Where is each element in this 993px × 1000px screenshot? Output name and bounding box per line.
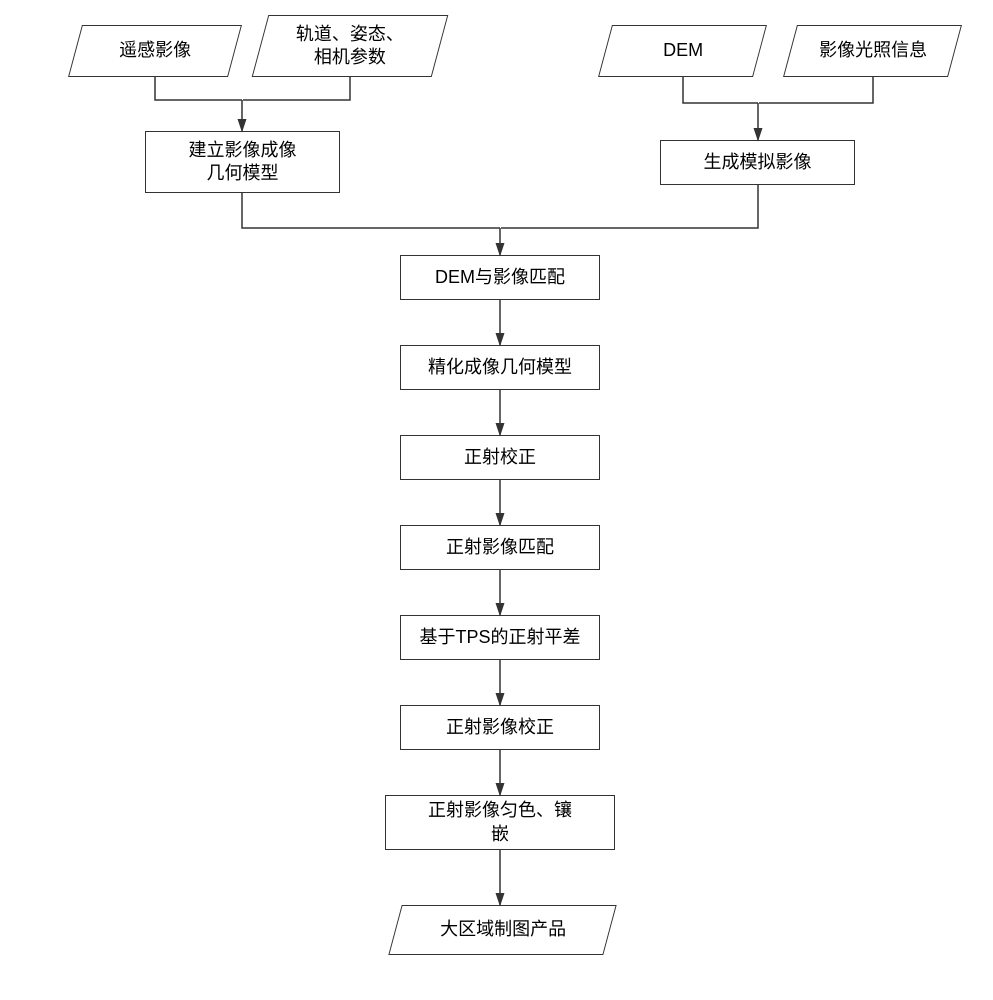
- input-dem: DEM: [598, 25, 767, 77]
- proc-label: 建立影像成像几何模型: [189, 139, 297, 186]
- step-tps-adjustment: 基于TPS的正射平差: [400, 615, 600, 660]
- input-label: 轨道、姿态、相机参数: [288, 23, 412, 70]
- input-orbit-params: 轨道、姿态、相机参数: [252, 15, 449, 77]
- step-refine-model: 精化成像几何模型: [400, 345, 600, 390]
- step-label: 基于TPS的正射平差: [419, 626, 580, 649]
- proc-label: 生成模拟影像: [704, 151, 812, 174]
- step-ortho-correct: 正射校正: [400, 435, 600, 480]
- step-label: 正射影像匹配: [446, 536, 554, 559]
- flowchart-container: 遥感影像 轨道、姿态、相机参数 DEM 影像光照信息 建立影像成像几何模型 生成…: [0, 0, 993, 1000]
- step-label: 正射影像匀色、镶嵌: [428, 799, 572, 846]
- input-label: 遥感影像: [111, 39, 199, 62]
- input-illumination: 影像光照信息: [783, 25, 962, 77]
- input-label: 影像光照信息: [811, 39, 935, 62]
- proc-gen-simulation: 生成模拟影像: [660, 140, 855, 185]
- step-ortho-image-correct: 正射影像校正: [400, 705, 600, 750]
- step-label: 精化成像几何模型: [428, 356, 572, 379]
- input-label: DEM: [655, 39, 711, 62]
- step-label: DEM与影像匹配: [435, 266, 565, 289]
- proc-build-model: 建立影像成像几何模型: [145, 131, 340, 193]
- step-color-mosaic: 正射影像匀色、镶嵌: [385, 795, 615, 850]
- step-dem-match: DEM与影像匹配: [400, 255, 600, 300]
- output-product: 大区域制图产品: [388, 905, 616, 955]
- input-remote-sensing: 遥感影像: [68, 25, 242, 77]
- step-label: 正射影像校正: [446, 716, 554, 739]
- step-ortho-match: 正射影像匹配: [400, 525, 600, 570]
- step-label: 正射校正: [464, 446, 536, 469]
- output-label: 大区域制图产品: [432, 918, 574, 941]
